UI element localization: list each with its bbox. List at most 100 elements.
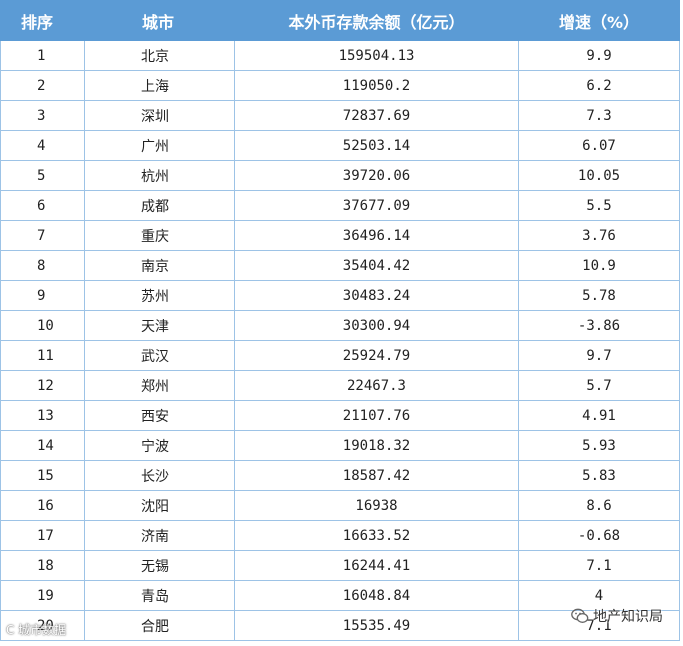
city-cell: 青岛 <box>84 580 235 611</box>
city-cell: 无锡 <box>84 550 235 581</box>
city-cell: 成都 <box>84 190 235 221</box>
amount-cell: 39720.06 <box>234 160 519 191</box>
table-row: 5 杭州 39720.06 10.05 <box>0 160 680 191</box>
amount-cell: 36496.14 <box>234 220 519 251</box>
table-row: 6 成都 37677.09 5.5 <box>0 190 680 221</box>
growth-cell: 5.83 <box>518 460 680 491</box>
amount-cell: 119050.2 <box>234 70 519 101</box>
growth-cell: 3.76 <box>518 220 680 251</box>
rank-cell: 10 <box>0 310 85 341</box>
header-growth: 增速（%） <box>518 0 680 41</box>
amount-cell: 30483.24 <box>234 280 519 311</box>
table-row: 7 重庆 36496.14 3.76 <box>0 220 680 251</box>
table-row: 13 西安 21107.76 4.91 <box>0 400 680 431</box>
table-row: 4 广州 52503.14 6.07 <box>0 130 680 161</box>
rank-cell: 9 <box>0 280 85 311</box>
city-cell: 北京 <box>84 40 235 71</box>
amount-cell: 16938 <box>234 490 519 521</box>
table-row: 17 济南 16633.52 -0.68 <box>0 520 680 551</box>
rank-cell: 8 <box>0 250 85 281</box>
rank-cell: 2 <box>0 70 85 101</box>
growth-cell: 10.05 <box>518 160 680 191</box>
amount-cell: 16633.52 <box>234 520 519 551</box>
watermark-right-label: 地产知识局 <box>593 609 663 625</box>
header-rank: 排序 <box>0 0 85 41</box>
amount-cell: 25924.79 <box>234 340 519 371</box>
rank-cell: 11 <box>0 340 85 371</box>
city-cell: 重庆 <box>84 220 235 251</box>
growth-cell: 7.3 <box>518 100 680 131</box>
rank-cell: 15 <box>0 460 85 491</box>
table-header: 排序 城市 本外币存款余额（亿元） 增速（%） <box>0 0 680 41</box>
amount-cell: 22467.3 <box>234 370 519 401</box>
growth-cell: 10.9 <box>518 250 680 281</box>
rank-cell: 18 <box>0 550 85 581</box>
growth-cell: 7.1 <box>518 550 680 581</box>
city-cell: 武汉 <box>84 340 235 371</box>
wechat-icon <box>571 608 589 623</box>
rank-cell: 7 <box>0 220 85 251</box>
growth-cell: 9.9 <box>518 40 680 71</box>
header-city: 城市 <box>84 0 235 41</box>
table-row: 20 合肥 15535.49 7.1 <box>0 610 680 641</box>
growth-cell: 4 <box>518 580 680 611</box>
amount-cell: 15535.49 <box>234 610 519 641</box>
growth-cell: -3.86 <box>518 310 680 341</box>
city-cell: 南京 <box>84 250 235 281</box>
amount-cell: 18587.42 <box>234 460 519 491</box>
growth-cell: 6.2 <box>518 70 680 101</box>
table-row: 19 青岛 16048.84 4 <box>0 580 680 611</box>
table-row: 11 武汉 25924.79 9.7 <box>0 340 680 371</box>
table-row: 12 郑州 22467.3 5.7 <box>0 370 680 401</box>
city-cell: 长沙 <box>84 460 235 491</box>
growth-cell: 5.93 <box>518 430 680 461</box>
rank-cell: 5 <box>0 160 85 191</box>
amount-cell: 21107.76 <box>234 400 519 431</box>
city-cell: 上海 <box>84 70 235 101</box>
city-cell: 沈阳 <box>84 490 235 521</box>
rank-cell: 20 <box>0 610 85 641</box>
header-amount: 本外币存款余额（亿元） <box>234 0 519 41</box>
city-cell: 宁波 <box>84 430 235 461</box>
table-row: 1 北京 159504.13 9.9 <box>0 40 680 71</box>
city-cell: 济南 <box>84 520 235 551</box>
city-cell: 郑州 <box>84 370 235 401</box>
growth-cell: 8.6 <box>518 490 680 521</box>
table-row: 16 沈阳 16938 8.6 <box>0 490 680 521</box>
table-row: 3 深圳 72837.69 7.3 <box>0 100 680 131</box>
table-body: 1 北京 159504.13 9.9 2 上海 119050.2 6.2 3 深圳 72837.69… <box>0 40 680 641</box>
rank-cell: 14 <box>0 430 85 461</box>
amount-cell: 35404.42 <box>234 250 519 281</box>
city-cell: 杭州 <box>84 160 235 191</box>
watermark-left: C 城市数据 <box>6 623 67 637</box>
table-row: 14 宁波 19018.32 5.93 <box>0 430 680 461</box>
table-row: 10 天津 30300.94 -3.86 <box>0 310 680 341</box>
amount-cell: 16244.41 <box>234 550 519 581</box>
amount-cell: 159504.13 <box>234 40 519 71</box>
city-cell: 广州 <box>84 130 235 161</box>
amount-cell: 72837.69 <box>234 100 519 131</box>
city-cell: 合肥 <box>84 610 235 641</box>
rank-cell: 13 <box>0 400 85 431</box>
rank-cell: 6 <box>0 190 85 221</box>
watermark-right: 地产知识局 <box>571 606 663 626</box>
growth-cell: 6.07 <box>518 130 680 161</box>
growth-cell: 5.7 <box>518 370 680 401</box>
rank-cell: 17 <box>0 520 85 551</box>
city-cell: 西安 <box>84 400 235 431</box>
city-cell: 苏州 <box>84 280 235 311</box>
amount-cell: 16048.84 <box>234 580 519 611</box>
table-row: 18 无锡 16244.41 7.1 <box>0 550 680 581</box>
amount-cell: 52503.14 <box>234 130 519 161</box>
table-row: 8 南京 35404.42 10.9 <box>0 250 680 281</box>
growth-cell: 5.5 <box>518 190 680 221</box>
header-row: 排序 城市 本外币存款余额（亿元） 增速（%） <box>0 0 680 41</box>
table-row: 2 上海 119050.2 6.2 <box>0 70 680 101</box>
rank-cell: 3 <box>0 100 85 131</box>
amount-cell: 37677.09 <box>234 190 519 221</box>
growth-cell: 5.78 <box>518 280 680 311</box>
rank-cell: 4 <box>0 130 85 161</box>
rank-cell: 12 <box>0 370 85 401</box>
growth-cell: -0.68 <box>518 520 680 551</box>
